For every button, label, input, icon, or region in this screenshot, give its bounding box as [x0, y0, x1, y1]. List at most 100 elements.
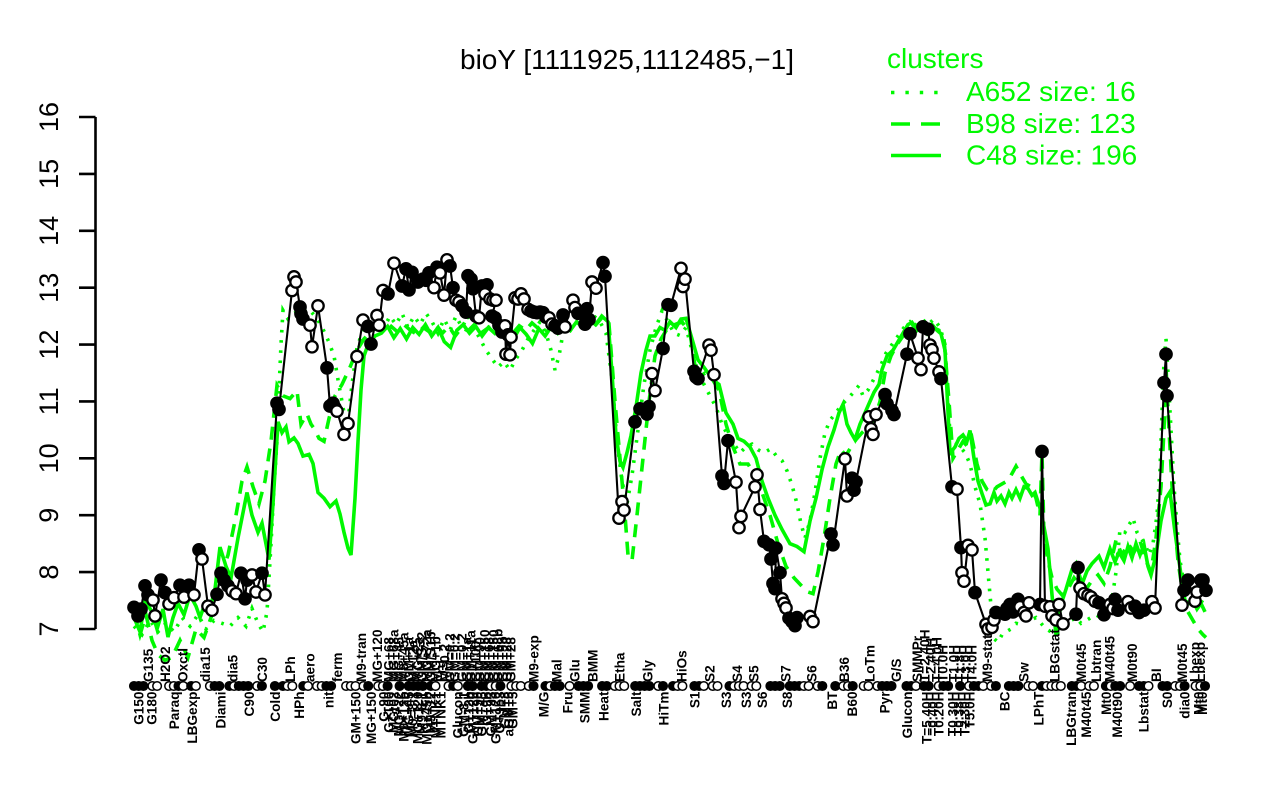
- svg-text:Pyr: Pyr: [878, 691, 893, 714]
- svg-text:Paraq: Paraq: [167, 692, 182, 730]
- svg-text:T=2.40H: T=2.40H: [918, 629, 933, 682]
- svg-text:Cold: Cold: [268, 692, 283, 722]
- svg-text:M0t45: M0t45: [1175, 643, 1190, 682]
- svg-text:GM+90: GM+90: [473, 637, 488, 682]
- svg-text:B60: B60: [845, 692, 860, 717]
- svg-text:GM+150: GM+150: [487, 629, 502, 682]
- svg-text:HiTm: HiTm: [656, 692, 671, 726]
- svg-text:T0.38H: T0.38H: [952, 692, 967, 737]
- svg-text:M40t45: M40t45: [1079, 691, 1094, 738]
- svg-text:S8: S8: [780, 691, 795, 708]
- svg-text:GM+90: GM+90: [471, 692, 486, 737]
- svg-text:16: 16: [34, 102, 64, 132]
- svg-text:M9-8.1: M9-8.1: [415, 691, 430, 734]
- svg-text:GM+3: GM+3: [498, 691, 513, 729]
- svg-text:Glucon: Glucon: [900, 692, 915, 739]
- svg-text:GM+120: GM+120: [466, 692, 481, 745]
- svg-text:MG+150: MG+150: [364, 692, 379, 745]
- svg-text:M=0.2: M=0.2: [438, 643, 453, 682]
- svg-text:G150: G150: [132, 692, 147, 725]
- svg-text:Glucon: Glucon: [451, 692, 466, 739]
- svg-text:MG+45: MG+45: [392, 637, 407, 682]
- svg-text:Mt0: Mt0: [1191, 692, 1206, 715]
- svg-text:10: 10: [34, 443, 64, 473]
- svg-text:MG+72a: MG+72a: [420, 629, 435, 682]
- svg-text:GM+1a: GM+1a: [402, 637, 417, 682]
- svg-text:T4.0H: T4.0H: [965, 645, 980, 682]
- svg-text:GM+150: GM+150: [478, 629, 493, 682]
- svg-text:M9+12b: M9+12b: [397, 692, 412, 742]
- svg-text:G+100: G+100: [469, 641, 484, 682]
- svg-text:M0t45: M0t45: [1074, 643, 1089, 682]
- svg-text:GM=0.2: GM=0.2: [448, 633, 463, 682]
- svg-text:GM+68b: GM+68b: [491, 629, 506, 682]
- svg-text:MG+120: MG+120: [411, 692, 426, 745]
- svg-text:A652 size: 16: A652 size: 16: [966, 76, 1136, 107]
- svg-text:GM+28: GM+28: [500, 637, 515, 682]
- svg-text:GM+150: GM+150: [349, 692, 364, 745]
- svg-text:LBGtran: LBGtran: [1064, 692, 1079, 746]
- svg-text:M9-stat: M9-stat: [980, 634, 995, 682]
- svg-text:S3: S3: [739, 691, 754, 708]
- svg-text:Gly: Gly: [641, 660, 656, 682]
- svg-text:Fru: Fru: [434, 660, 449, 682]
- svg-text:BC: BC: [998, 691, 1013, 711]
- svg-text:Mt0: Mt0: [1195, 692, 1210, 715]
- svg-text:Oxctl: Oxctl: [176, 648, 191, 682]
- svg-text:dia5: dia5: [225, 654, 240, 682]
- svg-text:GM+93: GM+93: [484, 691, 499, 736]
- svg-text:MTNK1: MTNK1: [434, 691, 449, 738]
- svg-text:Mt0: Mt0: [1099, 692, 1114, 715]
- svg-text:nit: nit: [322, 691, 337, 708]
- svg-text:M0t90: M0t90: [1125, 643, 1140, 682]
- svg-text:M0=8.1: M0=8.1: [406, 691, 421, 737]
- svg-text:G/S: G/S: [889, 659, 904, 682]
- svg-text:LBGexp: LBGexp: [185, 692, 200, 744]
- svg-text:C48 size: 196: C48 size: 196: [966, 140, 1137, 171]
- svg-text:T2.30H: T2.30H: [958, 692, 973, 737]
- svg-text:Sw: Sw: [1016, 662, 1031, 682]
- svg-text:9: 9: [34, 508, 64, 523]
- svg-text:G135: G135: [141, 648, 156, 682]
- svg-text:LPhT: LPhT: [1031, 691, 1046, 726]
- svg-text:Diami: Diami: [214, 692, 229, 729]
- svg-text:BMM: BMM: [586, 650, 601, 682]
- svg-text:T0.20H: T0.20H: [932, 692, 947, 737]
- svg-text:dia15: dia15: [198, 647, 213, 682]
- svg-text:T=5.40H: T=5.40H: [920, 692, 935, 745]
- svg-text:Etha: Etha: [613, 652, 628, 682]
- svg-text:aero: aero: [303, 653, 318, 682]
- svg-text:Mal: Mal: [550, 659, 565, 682]
- svg-text:MG+68: MG+68: [382, 637, 397, 682]
- svg-text:T5.0H: T5.0H: [963, 692, 978, 729]
- svg-text:Salt: Salt: [629, 691, 644, 716]
- svg-text:15: 15: [34, 159, 64, 189]
- svg-text:T0.0H: T0.0H: [936, 645, 951, 682]
- svg-text:MG+45b: MG+45b: [420, 692, 435, 745]
- svg-text:SMMPr: SMMPr: [910, 635, 925, 682]
- svg-text:G+12b: G+12b: [462, 692, 477, 734]
- svg-text:MG+45: MG+45: [402, 691, 417, 736]
- svg-text:13: 13: [34, 273, 64, 303]
- svg-text:G+9b: G+9b: [480, 692, 495, 726]
- svg-text:M9+12: M9+12: [424, 691, 439, 733]
- svg-text:S6: S6: [805, 665, 820, 682]
- svg-text:dia0: dia0: [1178, 692, 1193, 719]
- svg-text:S0: S0: [1160, 692, 1175, 709]
- svg-text:T3.0H: T3.0H: [959, 645, 974, 682]
- svg-text:14: 14: [34, 216, 64, 246]
- svg-text:GM+45: GM+45: [475, 691, 490, 736]
- svg-text:MG+120: MG+120: [370, 629, 385, 682]
- svg-text:BI: BI: [1149, 668, 1164, 682]
- svg-text:B36: B36: [837, 657, 852, 682]
- svg-text:GM+120: GM+120: [489, 692, 504, 745]
- svg-text:S2: S2: [703, 665, 718, 682]
- svg-text:C90: C90: [242, 692, 257, 717]
- svg-text:H2O2: H2O2: [158, 646, 173, 682]
- svg-text:GM+11a: GM+11a: [464, 630, 479, 682]
- svg-text:T0.30H: T0.30H: [946, 692, 961, 737]
- svg-text:GM+5: GM+5: [506, 691, 521, 729]
- svg-text:C30: C30: [255, 657, 270, 682]
- svg-text:S1: S1: [688, 691, 703, 708]
- svg-text:M40t45: M40t45: [1103, 635, 1118, 682]
